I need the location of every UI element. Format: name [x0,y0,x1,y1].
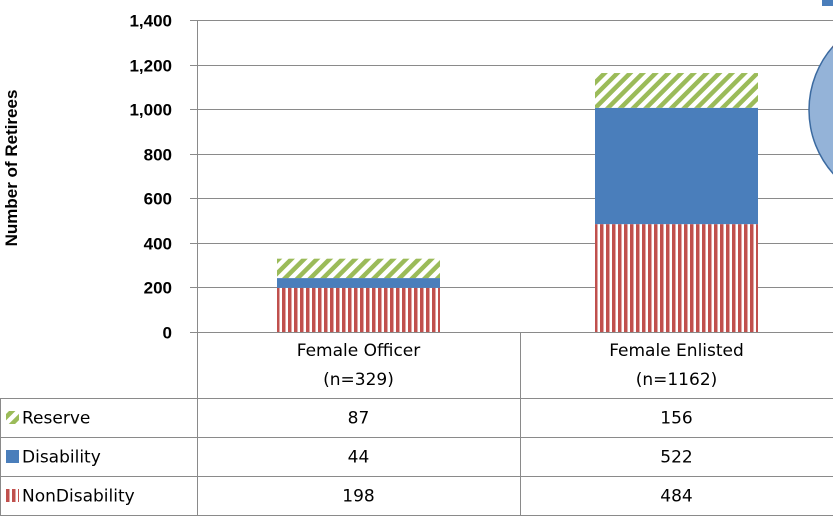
legend-key-nondisability [6,489,19,502]
y-tick-label: 1,200 [129,57,172,76]
legend-key-reserve [6,411,19,424]
table-cell-value: 198 [342,487,374,507]
y-tick-label: 400 [144,235,172,254]
partial-legend-swatch [822,0,833,6]
table-row-nondisability: NonDisability 198 484 [6,487,693,507]
y-tick-label: 600 [144,190,172,209]
bar-nondisability-2 [595,224,758,332]
table-cell-value: 484 [660,487,692,507]
x-category-label: Female Officer [297,341,420,361]
y-tick-label: 1,400 [129,12,172,31]
pie-slice-disability [808,45,833,175]
y-tick-label: 0 [163,324,172,343]
x-category-label: Female Enlisted [609,341,744,361]
bar-reserve-1 [277,258,440,279]
bars [277,73,758,332]
bar-nondisability-1 [277,287,440,332]
table-cell-value: 87 [348,409,370,429]
legend-key-disability [6,450,19,463]
table-row-label: Reserve [22,409,90,429]
data-table: Female Officer (n=329) Female Enlisted (n=1… [0,332,833,516]
table-cell-value: 156 [660,409,692,429]
bar-disability-2 [595,107,758,225]
table-row-reserve: Reserve 87 156 [6,409,693,429]
table-row-label: Disability [22,448,101,468]
x-category-label: (n=1162) [636,370,718,390]
y-tick-label: 200 [144,279,172,298]
y-tick-label: 800 [144,146,172,165]
table-cell-value: 522 [660,448,692,468]
bar-reserve-2 [595,73,758,108]
cropped-pie-chart [808,45,833,175]
table-row-disability: Disability 44 522 [6,448,693,468]
y-axis: 0 200 400 600 800 1,000 1,200 1,400 [129,12,198,343]
table-row-label: NonDisability [22,487,135,507]
y-axis-label: Number of Retirees [2,90,21,247]
y-tick-label: 1,000 [129,101,172,120]
bar-disability-1 [277,278,440,288]
x-category-label: (n=329) [323,370,394,390]
table-cell-value: 44 [348,448,370,468]
